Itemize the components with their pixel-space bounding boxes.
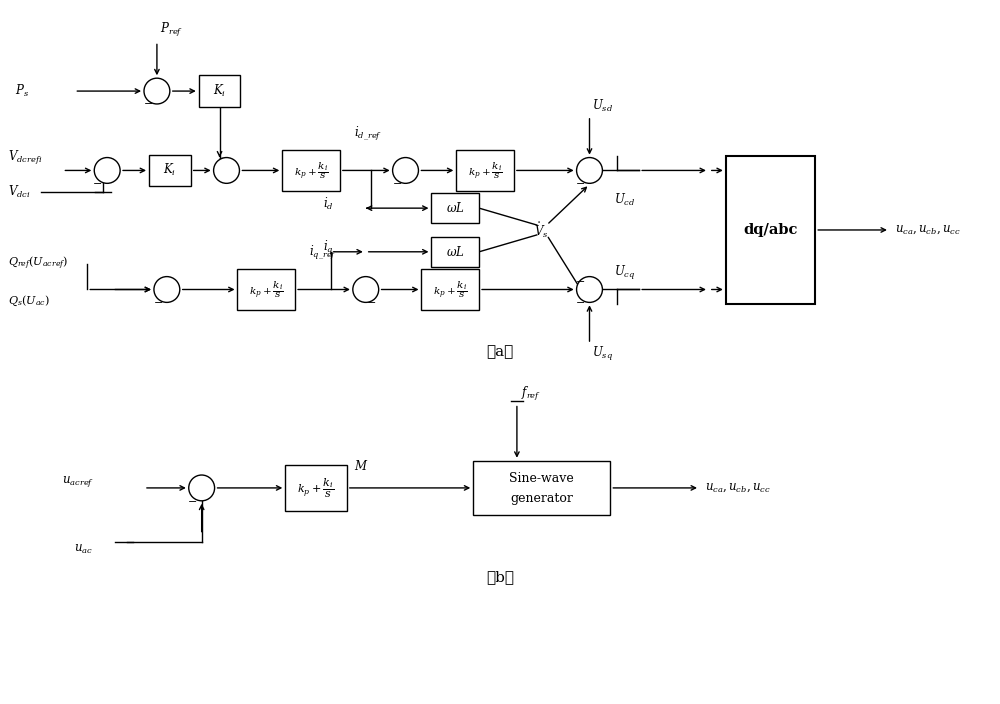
Text: $-$: $-$: [92, 177, 102, 187]
FancyBboxPatch shape: [237, 269, 295, 310]
Circle shape: [214, 158, 239, 183]
FancyBboxPatch shape: [421, 269, 479, 310]
Text: $u_{ac}$: $u_{ac}$: [74, 543, 93, 556]
Text: Sine-wave: Sine-wave: [509, 472, 574, 486]
Text: $k_p+\dfrac{k_i}{s}$: $k_p+\dfrac{k_i}{s}$: [297, 477, 335, 500]
Text: $\dot{V}_s$: $\dot{V}_s$: [534, 220, 549, 239]
Circle shape: [154, 277, 180, 303]
Text: $U_{cq}$: $U_{cq}$: [614, 263, 636, 282]
Text: $-$: $-$: [143, 97, 153, 107]
Text: $M$: $M$: [354, 459, 368, 473]
Text: $V_{dcrefi}$: $V_{dcrefi}$: [8, 149, 42, 167]
Text: $-$: $-$: [187, 495, 197, 505]
Text: $f_{ref}$: $f_{ref}$: [521, 384, 541, 403]
Text: （b）: （b）: [486, 570, 514, 584]
Text: $U_{cd}$: $U_{cd}$: [614, 192, 636, 208]
Text: $-$: $-$: [366, 296, 376, 306]
FancyBboxPatch shape: [726, 156, 815, 304]
Text: $u_{ca},u_{cb},u_{cc}$: $u_{ca},u_{cb},u_{cc}$: [705, 482, 771, 494]
Text: $k_p+\dfrac{k_i}{s}$: $k_p+\dfrac{k_i}{s}$: [294, 160, 328, 181]
Text: $u_{acref}$: $u_{acref}$: [62, 474, 95, 489]
Circle shape: [577, 158, 602, 183]
FancyBboxPatch shape: [285, 465, 347, 511]
Text: $i_{q\_ref}$: $i_{q\_ref}$: [309, 244, 337, 262]
FancyBboxPatch shape: [199, 75, 240, 107]
Text: $P_s$: $P_s$: [15, 83, 29, 99]
Text: $-$: $-$: [575, 275, 586, 284]
Circle shape: [189, 475, 215, 501]
FancyBboxPatch shape: [456, 150, 514, 191]
Text: $k_p+\dfrac{k_i}{s}$: $k_p+\dfrac{k_i}{s}$: [249, 279, 284, 300]
Text: （a）: （a）: [486, 345, 514, 359]
Text: $K_i$: $K_i$: [163, 163, 176, 179]
Text: $-$: $-$: [392, 177, 402, 187]
FancyBboxPatch shape: [473, 460, 610, 515]
Text: $k_p+\dfrac{k_i}{s}$: $k_p+\dfrac{k_i}{s}$: [468, 160, 502, 181]
Text: $U_{sd}$: $U_{sd}$: [592, 98, 614, 114]
Circle shape: [353, 277, 379, 303]
Circle shape: [393, 158, 418, 183]
FancyBboxPatch shape: [149, 155, 191, 187]
Text: $i_{d\_ref}$: $i_{d\_ref}$: [354, 125, 382, 143]
Text: dq/abc: dq/abc: [743, 223, 798, 237]
FancyBboxPatch shape: [431, 237, 479, 267]
Circle shape: [577, 277, 602, 303]
Text: $U_{sq}$: $U_{sq}$: [592, 345, 614, 363]
FancyBboxPatch shape: [431, 194, 479, 223]
Text: $\omega L$: $\omega L$: [446, 201, 465, 215]
Text: $-$: $-$: [153, 296, 163, 306]
Text: $k_p+\dfrac{k_i}{s}$: $k_p+\dfrac{k_i}{s}$: [433, 279, 468, 300]
Circle shape: [144, 78, 170, 104]
Text: $i_q$: $i_q$: [323, 239, 334, 257]
Text: $-$: $-$: [575, 177, 586, 187]
Text: $-$: $-$: [575, 296, 586, 306]
Text: $Q_s(U_{ac})$: $Q_s(U_{ac})$: [8, 294, 50, 308]
Text: $P_{ref}$: $P_{ref}$: [160, 20, 183, 39]
Text: $Q_{ref}(U_{acref})$: $Q_{ref}(U_{acref})$: [8, 255, 68, 272]
FancyBboxPatch shape: [282, 150, 340, 191]
Text: $V_{dci}$: $V_{dci}$: [8, 184, 30, 201]
Text: $i_d$: $i_d$: [323, 196, 334, 212]
Text: $u_{ca},u_{cb},u_{cc}$: $u_{ca},u_{cb},u_{cc}$: [895, 223, 961, 237]
Text: generator: generator: [510, 492, 573, 505]
Text: $\omega L$: $\omega L$: [446, 245, 465, 259]
Circle shape: [94, 158, 120, 183]
Text: $K_i$: $K_i$: [213, 83, 226, 99]
